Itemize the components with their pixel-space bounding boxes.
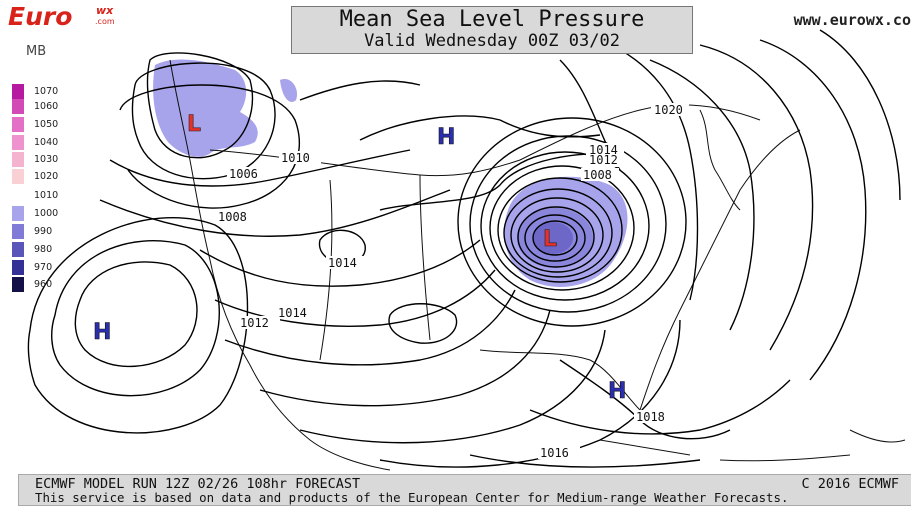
contour-label: 1010 xyxy=(281,151,310,165)
contour-label: 1006 xyxy=(229,167,258,181)
site-url: www.eurowx.co xyxy=(790,11,911,29)
low-shading-northwest xyxy=(153,59,258,157)
contour-labels: 1020 1014 1012 1008 1010 1006 1008 1014 … xyxy=(216,103,689,460)
contour-label: 1014 xyxy=(589,143,618,157)
contour-label: 1014 xyxy=(328,256,357,270)
legend-swatch xyxy=(12,117,24,132)
legend-label: 1070 xyxy=(34,86,59,97)
legend-unit: MB xyxy=(26,44,47,59)
legend-label: 970 xyxy=(34,262,53,273)
geography-outlines xyxy=(169,59,906,471)
legend-label: 1030 xyxy=(34,154,59,165)
legend-swatch xyxy=(12,277,24,292)
high-center-dakotas: H xyxy=(437,125,455,150)
legend-swatch xyxy=(12,99,24,114)
high-center-pacific: H xyxy=(93,320,111,345)
footer-bar: ECMWF MODEL RUN 12Z 02/26 108hr FORECAST… xyxy=(18,474,911,506)
legend-label: 1010 xyxy=(34,190,59,201)
legend-label: 960 xyxy=(34,279,53,290)
contour-label: 1012 xyxy=(589,153,618,167)
legend-label: 1060 xyxy=(34,101,59,112)
model-run-text: ECMWF MODEL RUN 12Z 02/26 108hr FORECAST xyxy=(35,476,361,492)
copyright-text: C 2016 ECMWF xyxy=(801,476,899,492)
legend-label: 990 xyxy=(34,226,53,237)
isobars xyxy=(27,29,901,468)
legend-label: 980 xyxy=(34,244,53,255)
legend-swatch xyxy=(12,135,24,150)
legend-label: 1000 xyxy=(34,208,59,219)
high-center-florida: H xyxy=(608,379,626,404)
contour-label: 1016 xyxy=(540,446,569,460)
legend-swatch xyxy=(12,84,24,99)
low-center-central: L xyxy=(543,227,557,252)
legend-label: 1040 xyxy=(34,137,59,148)
contour-label: 1014 xyxy=(278,306,307,320)
legend-swatch xyxy=(12,152,24,167)
legend-swatch xyxy=(12,206,24,221)
legend-label: 1020 xyxy=(34,171,59,182)
eurowx-logo: Euro wx .com xyxy=(8,2,115,31)
attribution-text: This service is based on data and produc… xyxy=(35,490,789,505)
legend-swatch xyxy=(12,224,24,239)
legend-swatch xyxy=(12,260,24,275)
low-core-central-inner xyxy=(533,222,573,254)
legend-label: 1050 xyxy=(34,119,59,130)
legend-swatch xyxy=(12,242,24,257)
logo-text: Euro xyxy=(8,2,73,31)
valid-time: Valid Wednesday 00Z 03/02 xyxy=(364,31,620,51)
logo-sub: .com xyxy=(95,17,115,26)
contour-label: 1018 xyxy=(636,410,665,424)
legend-swatch xyxy=(12,188,24,203)
contour-label: 1008 xyxy=(583,168,612,182)
logo-sup: wx xyxy=(96,4,114,17)
legend-swatch xyxy=(12,169,24,184)
title-box: Mean Sea Level Pressure Valid Wednesday … xyxy=(291,6,693,54)
low-center-northwest: L xyxy=(187,112,201,137)
low-shading-northwest-2 xyxy=(280,79,298,102)
map-title: Mean Sea Level Pressure xyxy=(339,7,645,32)
contour-label: 1008 xyxy=(218,210,247,224)
contour-label: 1020 xyxy=(654,103,683,117)
contour-label: 1012 xyxy=(240,316,269,330)
